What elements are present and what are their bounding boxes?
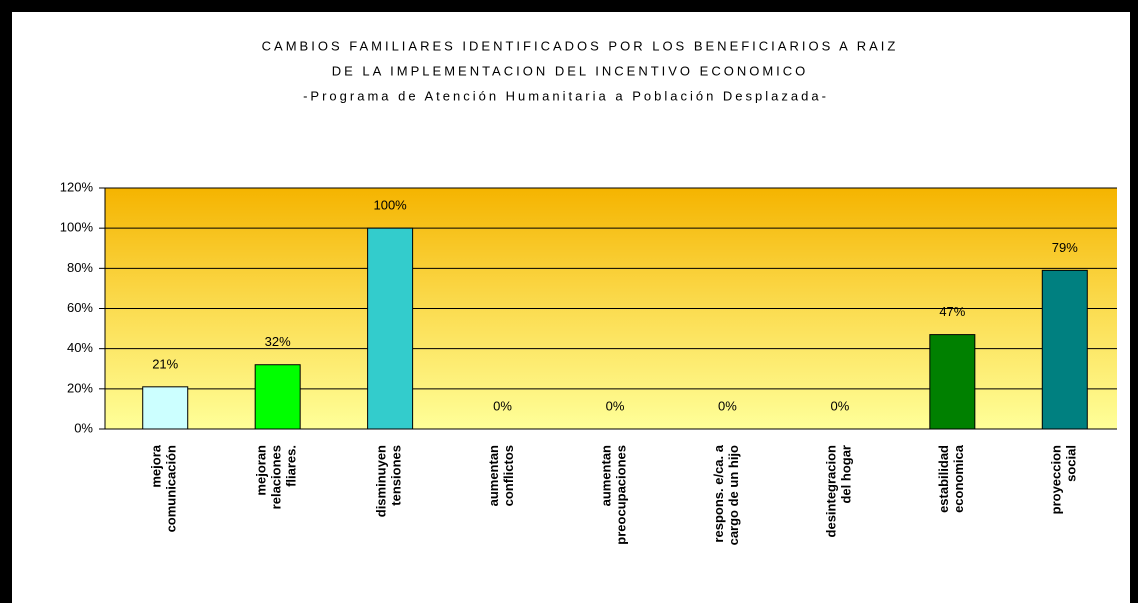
chart-subtitle: -Programa de Atención Humanitaria a Pobl… [303,88,829,103]
bar [254,364,301,430]
frame-top [0,0,1138,12]
data-label: 21% [152,356,178,371]
x-tick-label: disminuyentensiones [374,445,404,517]
y-tick-label: 120% [60,179,94,194]
y-tick-label: 100% [60,220,94,235]
bar [142,386,189,430]
x-tick-label: estabilidadeconomica [936,444,966,513]
x-tick-label: respons. e/ca. acargo de un hijo [711,444,741,545]
frame-right [1130,0,1138,603]
data-label: 0% [718,398,737,413]
data-label: 0% [606,398,625,413]
data-label: 47% [939,304,965,319]
data-label: 0% [493,398,512,413]
bar [929,334,976,430]
y-tick-label: 0% [74,420,93,435]
frame-left [0,0,12,603]
bar [1041,269,1088,430]
y-tick-label: 60% [67,300,93,315]
data-label: 32% [265,334,291,349]
y-tick-label: 80% [67,260,93,275]
x-tick-label: aumentanconflictos [486,445,516,506]
bar [367,227,414,430]
y-tick-label: 20% [67,380,93,395]
data-label: 100% [373,198,407,213]
data-label: 79% [1052,240,1078,255]
data-label: 0% [830,398,849,413]
x-tick-label: aumentanpreocupaciones [599,445,629,545]
x-tick-label: mejoranrelacionesfliares. [254,445,299,509]
chart-subtitle: DE LA IMPLEMENTACION DEL INCENTIVO ECONO… [332,63,809,78]
chart-title: CAMBIOS FAMILIARES IDENTIFICADOS POR LOS… [262,38,899,53]
x-tick-label: desintegraciondel hogar [824,445,854,538]
x-tick-label: proyeccionsocial [1049,445,1079,514]
y-tick-label: 40% [67,340,93,355]
x-tick-label: mejoracomunicación [149,444,179,532]
